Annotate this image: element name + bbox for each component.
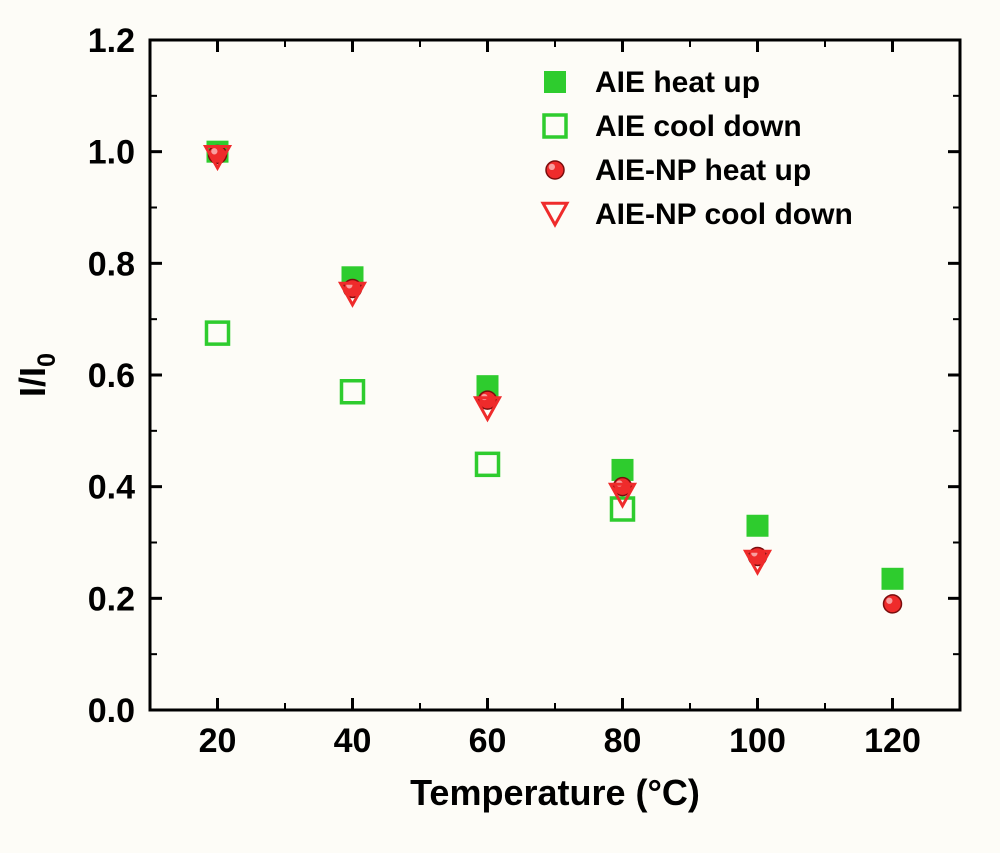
legend-item-label: AIE-NP cool down xyxy=(595,198,853,231)
y-tick-label: 0.0 xyxy=(88,692,135,730)
x-axis-label: Temperature (°C) xyxy=(410,772,700,813)
legend-item-label: AIE-NP heat up xyxy=(595,154,811,187)
legend-item-label: AIE heat up xyxy=(595,66,760,99)
y-tick-label: 0.6 xyxy=(88,357,135,395)
x-tick-label: 40 xyxy=(334,722,372,760)
x-tick-label: 80 xyxy=(604,722,642,760)
x-tick-label: 60 xyxy=(469,722,507,760)
y-tick-label: 0.4 xyxy=(88,469,135,507)
y-tick-label: 0.8 xyxy=(88,245,135,283)
x-tick-label: 120 xyxy=(864,722,921,760)
scatter-chart: 20 40 60 80 100 120 0.0 0.2 0.4 0.6 0.8 1.0 1.2 Tempe… xyxy=(0,0,1000,853)
legend-item-label: AIE cool down xyxy=(595,110,802,143)
y-tick-label: 1.0 xyxy=(88,134,135,172)
x-tick-label: 20 xyxy=(199,722,237,760)
y-tick-label: 0.2 xyxy=(88,580,135,618)
y-tick-label: 1.2 xyxy=(88,22,135,60)
x-tick-label: 100 xyxy=(729,722,786,760)
